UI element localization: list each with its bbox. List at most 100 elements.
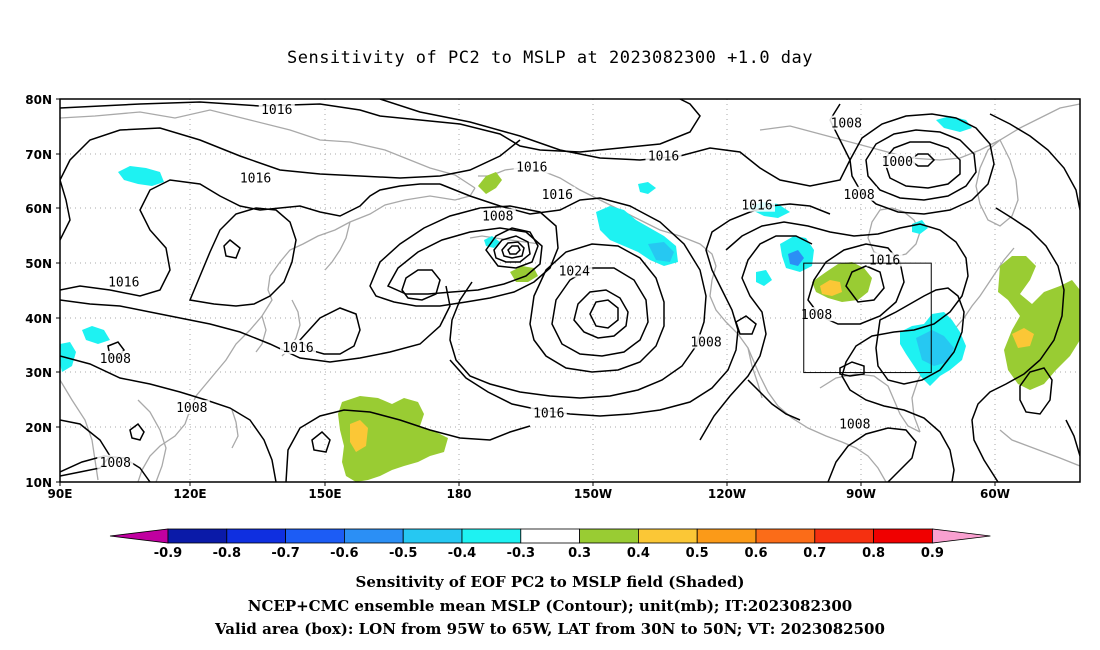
colorbar-label: 0.5 xyxy=(686,546,709,561)
colorbar-label: 0.9 xyxy=(921,546,944,561)
isobar-label-bg xyxy=(798,307,835,322)
coastline-aleutians xyxy=(469,235,541,245)
colorbar-swatch xyxy=(638,528,698,544)
lat-label: 10N xyxy=(25,476,52,490)
isobar-label: 1008 xyxy=(801,308,832,323)
isobar-label-bg xyxy=(688,334,724,349)
lat-label: 60N xyxy=(25,202,52,216)
colorbar-label: 0.7 xyxy=(803,546,826,561)
coastline-arctic-na xyxy=(759,103,1080,161)
colorbar-swatch xyxy=(579,528,639,544)
isobar-1024-inner xyxy=(573,289,629,339)
isobar-1016-subtropic xyxy=(285,409,531,482)
shade-negative-canada-core xyxy=(788,250,804,266)
lat-label: 40N xyxy=(25,312,52,326)
colorbar-swatch xyxy=(226,528,287,544)
isobar-labels: 1016 1016 1016 1016 1016 1016 1016 1016 1016 1016… xyxy=(97,101,916,471)
coastline-india xyxy=(60,379,99,481)
lat-label: 50N xyxy=(25,257,52,271)
isobar-1024-core xyxy=(589,299,619,329)
colorbar-label: 0.8 xyxy=(862,546,885,561)
isobar-label: 1000 xyxy=(882,155,913,170)
isobar-1008-south xyxy=(827,427,917,482)
isobar-label-bg xyxy=(280,339,316,354)
isobar-label-bg xyxy=(879,153,916,168)
isobar-low-ring-5 xyxy=(493,235,531,263)
colorbar-label: -0.7 xyxy=(271,546,299,561)
coastline-korea xyxy=(255,315,267,353)
colorbar-swatch xyxy=(461,528,522,544)
isobar-1008-asia xyxy=(60,355,277,482)
isobar-label: 1016 xyxy=(648,149,679,164)
plot-frame xyxy=(59,98,1081,483)
sensitivity-shading xyxy=(60,116,1080,482)
grid-lines xyxy=(60,99,1080,482)
isobar-low-ring-3 xyxy=(401,269,441,301)
colorbar-label: -0.6 xyxy=(330,546,358,561)
caption-contour: NCEP+CMC ensemble mean MSLP (Contour); u… xyxy=(247,597,853,615)
isobar-label: 1016 xyxy=(869,253,900,268)
shade-positive-atlantic xyxy=(998,256,1080,390)
isobar-label: 1008 xyxy=(831,117,862,132)
colorbar-label: 0.4 xyxy=(627,546,650,561)
isobar-label: 1016 xyxy=(261,103,292,118)
colorbar-swatch xyxy=(167,528,228,544)
isobar-1024-mid xyxy=(551,267,649,357)
isobar-1008-gulf-ring xyxy=(839,361,865,377)
isobar-1016-north-loop xyxy=(379,99,851,187)
isobar-1016-asia-inner xyxy=(223,238,241,259)
isobar-1008-central-2 xyxy=(845,265,885,303)
isobar-label: 1024 xyxy=(559,264,590,279)
isobar-low-ring-6 xyxy=(501,241,525,259)
colorbar-swatch xyxy=(755,528,816,544)
lon-label: 60W xyxy=(980,487,1010,501)
coastline-kamchatka xyxy=(324,221,351,271)
colorbar-label: 0.6 xyxy=(744,546,767,561)
isobar-1008-arctic-2 xyxy=(865,129,977,201)
isobar-1016-wp-loop xyxy=(311,430,331,453)
isobar-low-ring-4 xyxy=(485,227,539,269)
shade-negative-asia-west-2 xyxy=(82,326,110,344)
isobar-label-bg xyxy=(237,170,274,185)
lon-label: 90E xyxy=(48,487,73,501)
lon-axis-labels: 90E 120E 150E 180 150W 120W 90W 60W xyxy=(48,487,1010,501)
isobar-1016-ne xyxy=(989,113,1080,211)
isobar-1008-na-ring xyxy=(735,315,757,335)
isobar-1016-atlantic xyxy=(971,207,1065,482)
isobar-label-bg xyxy=(739,197,775,212)
axis-ticks xyxy=(56,98,996,486)
isobar-label-bg xyxy=(530,405,567,420)
lat-label: 20N xyxy=(25,421,52,435)
isobar-1016-atl-ring xyxy=(1019,367,1053,415)
isobar-label: 1008 xyxy=(482,210,513,225)
isobar-label-bg xyxy=(479,208,516,223)
isobar-1008-small-loop xyxy=(129,422,145,441)
colorbar-label: -0.5 xyxy=(389,546,417,561)
caption-shaded: Sensitivity of EOF PC2 to MSLP field (Sh… xyxy=(355,573,745,591)
colorbar-swatch xyxy=(520,528,580,544)
lat-label: 80N xyxy=(25,93,52,107)
isobar-label-bg xyxy=(539,186,576,201)
shade-negative-gulf-alaska-core xyxy=(648,242,674,262)
isobar-1008-low-2 xyxy=(386,227,543,295)
coastlines xyxy=(60,103,1080,482)
shade-negative-na-east-core xyxy=(916,330,954,366)
isobar-1016-pacific-big xyxy=(439,183,707,399)
colorbar-label: -0.3 xyxy=(507,546,535,561)
colorbar-arrow-low xyxy=(109,528,169,544)
isobar-label-bg xyxy=(173,400,210,415)
isobar-label: 1008 xyxy=(100,456,131,471)
shade-positive-atlantic-core xyxy=(1012,328,1034,348)
isobar-label: 1016 xyxy=(108,275,139,290)
isobar-label: 1016 xyxy=(741,199,772,214)
colorbar-arrow-high xyxy=(932,528,991,544)
lon-label: 150W xyxy=(574,487,612,501)
shade-positive-w-pacific-core xyxy=(350,420,368,452)
shade-negative-bering-2 xyxy=(638,182,656,194)
isobar-1016-far-east xyxy=(1065,419,1080,457)
isobar-label: 1016 xyxy=(516,160,547,175)
isobar-low-ring-7 xyxy=(507,245,521,255)
lat-label: 30N xyxy=(25,366,52,380)
shade-negative-w-pacific-n xyxy=(118,166,164,186)
